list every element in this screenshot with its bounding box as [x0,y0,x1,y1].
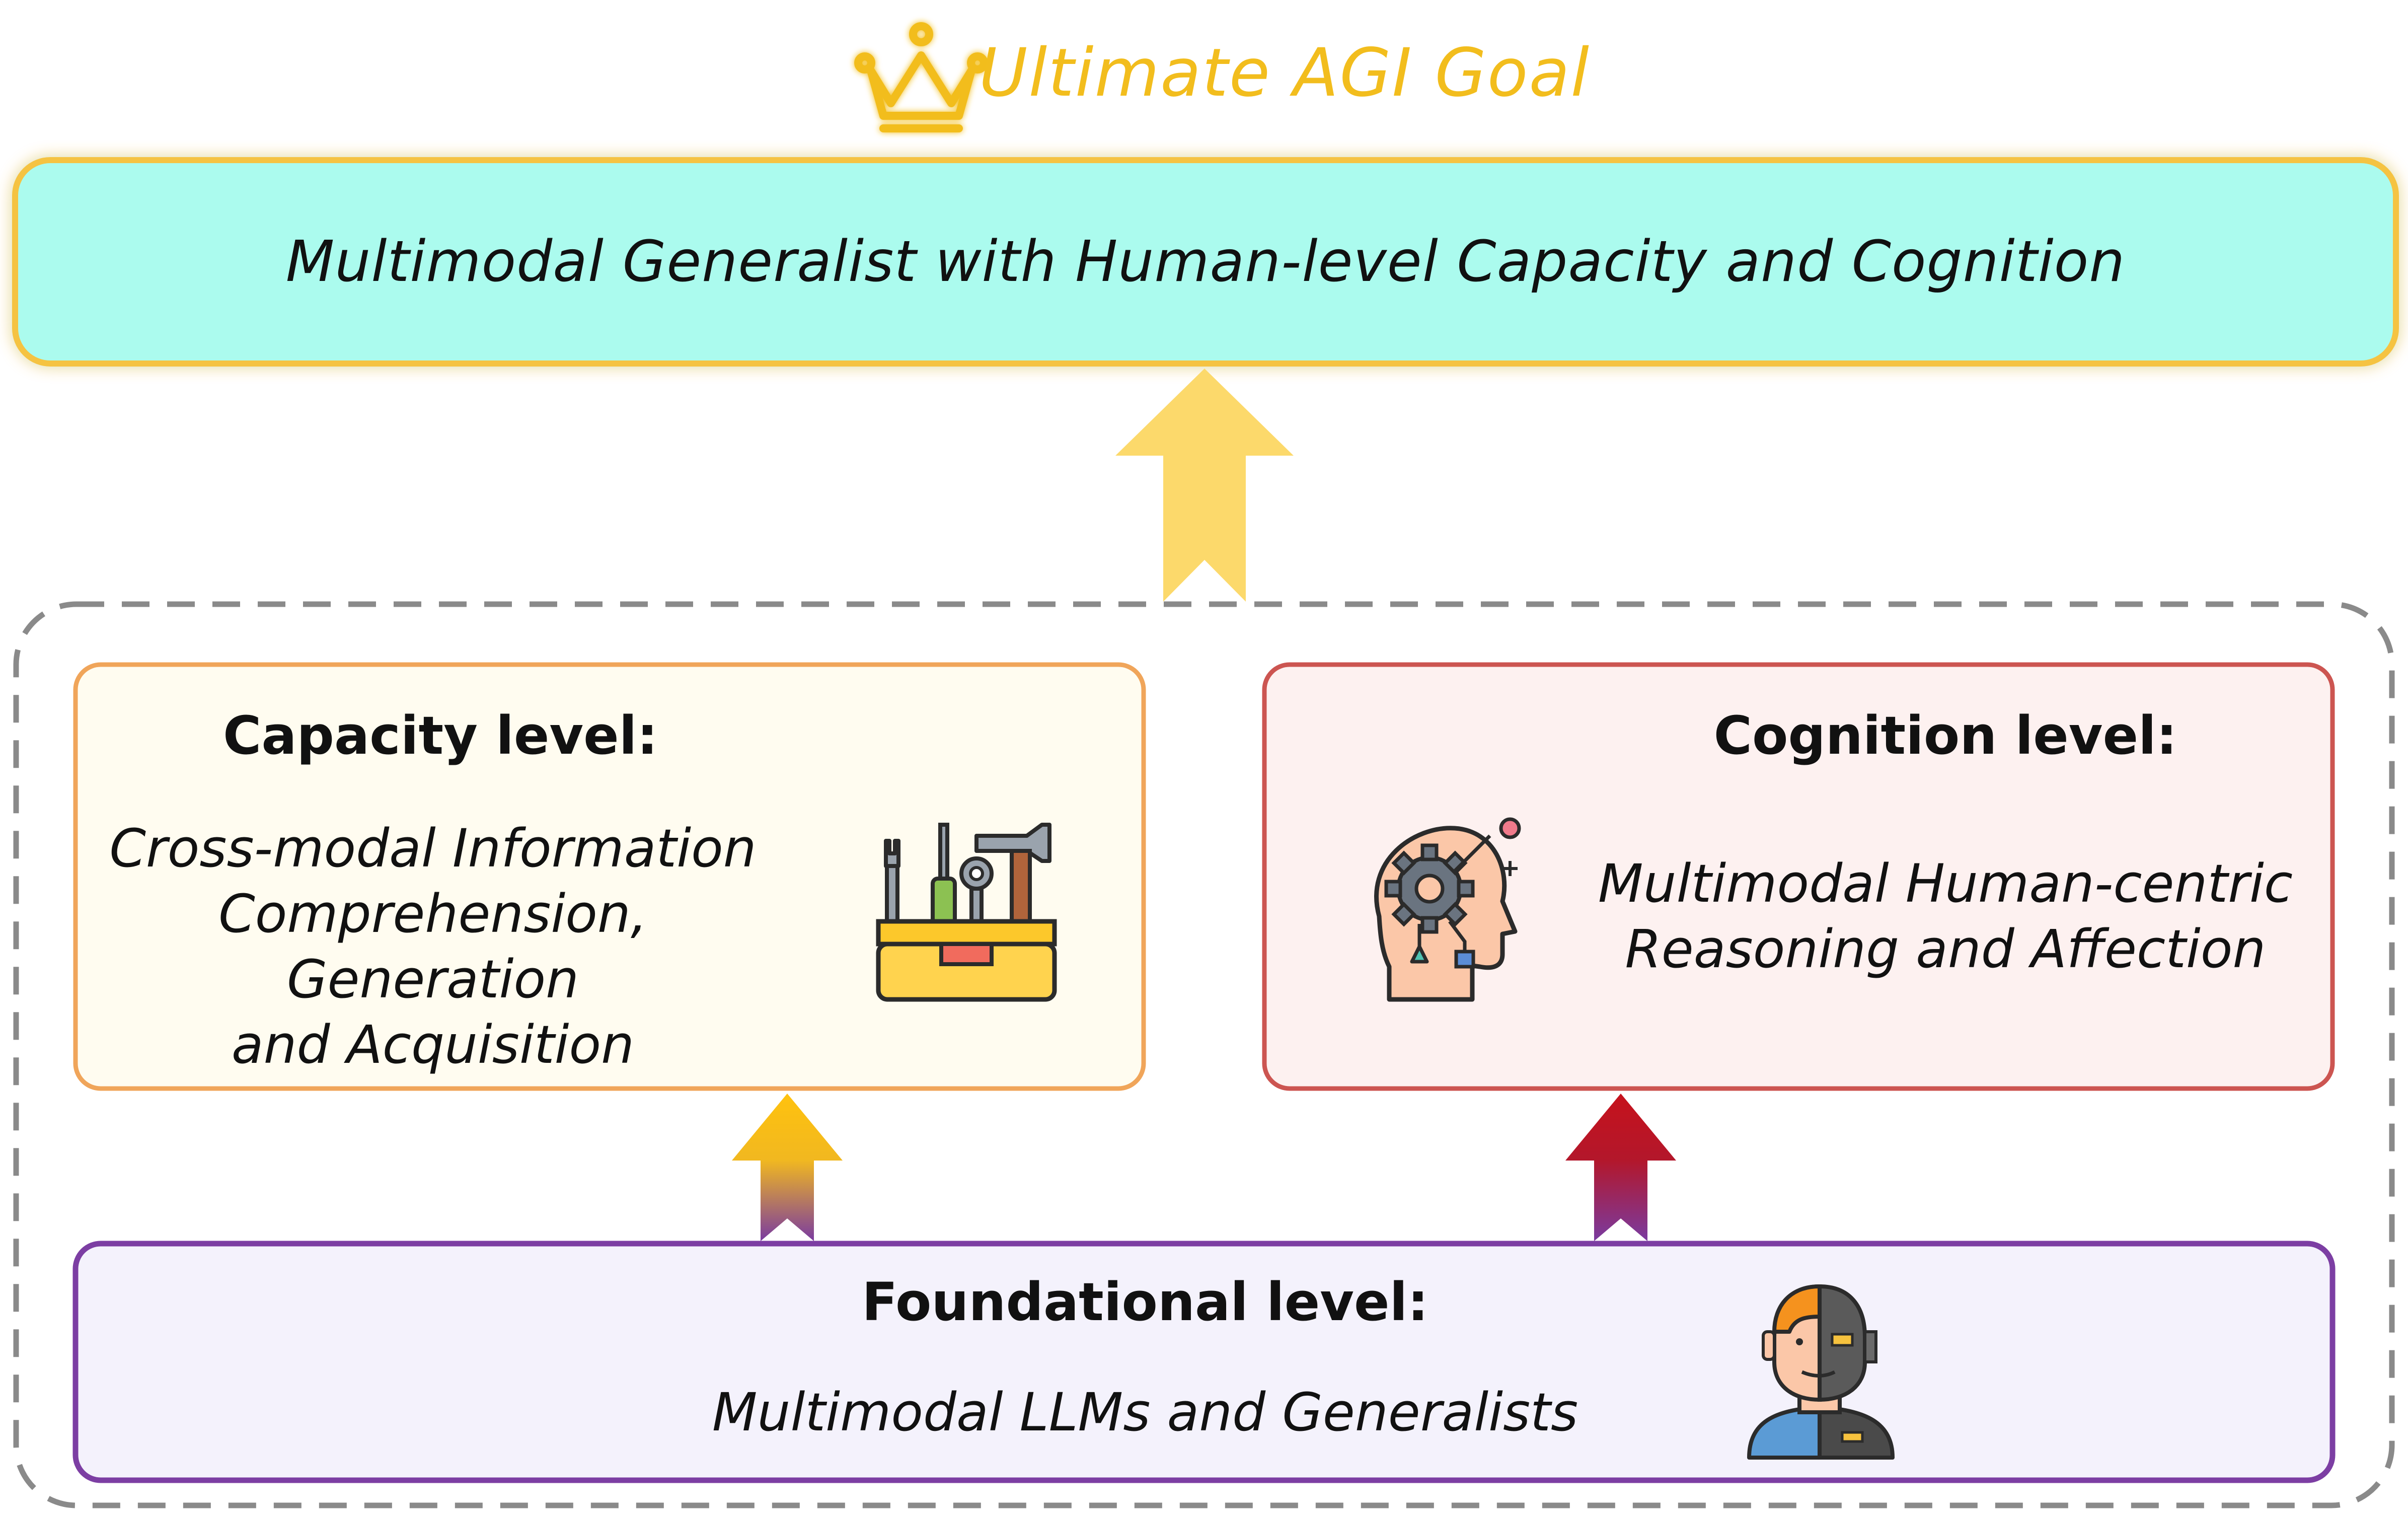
goal-arrow [1115,369,1294,602]
cognition-line-1: Multimodal Human-centric [1550,851,2341,916]
cognition-heading: Cognition level: [1550,705,2341,766]
capacity-arrow [732,1094,843,1241]
cognition-line-2: Reasoning and Affection [1550,916,2341,982]
capacity-description: Cross-modal Information Comprehension, G… [76,816,790,1077]
goal-header-text: Ultimate AGI Goal [979,34,1590,112]
foundational-heading: Foundational level: [604,1271,1686,1333]
goal-statement: Multimodal Generalist with Human-level C… [15,160,2396,364]
capacity-line-1: Cross-modal Information [76,816,790,881]
capacity-heading: Capacity level: [76,705,805,766]
foundational-description: Multimodal LLMs and Generalists [579,1380,1711,1445]
cognition-description: Multimodal Human-centric Reasoning and A… [1550,851,2341,982]
cognition-arrow [1565,1094,1676,1241]
goal-header: Ultimate AGI Goal [0,15,2408,131]
capacity-line-3: and Acquisition [76,1012,790,1077]
capacity-line-2: Comprehension, Generation [76,881,790,1012]
